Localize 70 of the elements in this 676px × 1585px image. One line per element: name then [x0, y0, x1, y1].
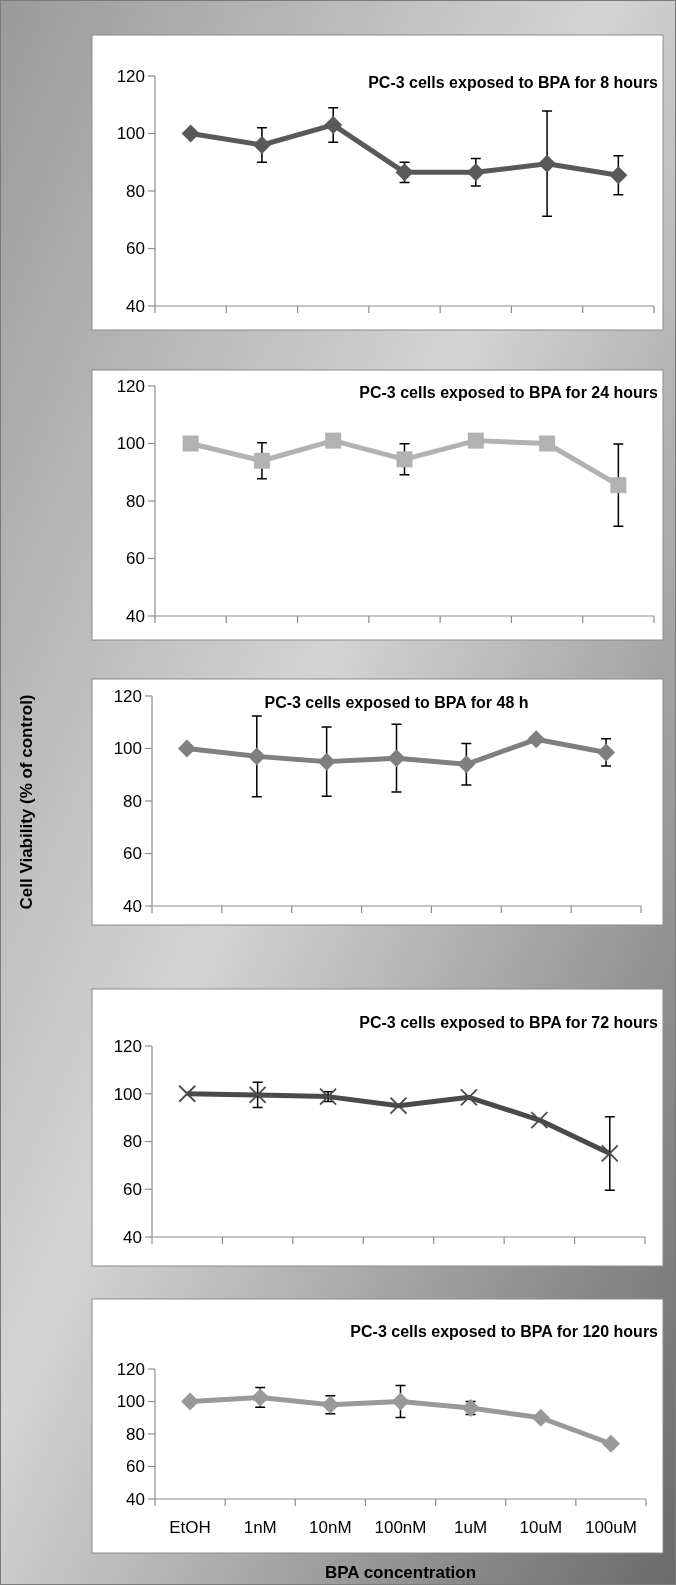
x-tick-label: 1nM: [243, 1518, 277, 1537]
point: [248, 1086, 267, 1104]
y-tick-label: 80: [126, 181, 145, 201]
x-tick-label: 10nM: [309, 1518, 352, 1537]
point: [530, 1111, 549, 1129]
chart-title: PC-3 cells exposed to BPA for 8 hours: [368, 74, 659, 91]
point: [252, 136, 271, 154]
x-tick-label: 10uM: [519, 1518, 563, 1537]
point: [178, 1084, 197, 1103]
y-tick-label: 120: [116, 1359, 145, 1379]
point: [396, 451, 413, 468]
y-tick-label: 80: [123, 1132, 142, 1152]
y-tick-label: 40: [126, 1489, 145, 1509]
point: [467, 432, 484, 449]
point: [391, 1392, 410, 1411]
point: [600, 1144, 619, 1163]
y-tick-label: 40: [126, 296, 145, 316]
y-tick-label: 60: [126, 549, 145, 569]
point: [527, 730, 546, 749]
point: [538, 154, 557, 173]
point: [601, 1434, 620, 1453]
y-tick-label: 40: [123, 1227, 142, 1247]
point: [317, 752, 336, 771]
point: [247, 747, 266, 766]
y-tick-label: 60: [126, 1457, 145, 1477]
x-axis-title: BPA concentration: [324, 1563, 477, 1582]
y-tick-label: 80: [123, 791, 142, 811]
y-tick-label: 120: [113, 686, 142, 706]
point: [531, 1408, 550, 1427]
x-tick-label: EtOH: [169, 1518, 211, 1537]
point: [253, 452, 270, 469]
point: [325, 432, 342, 449]
point: [182, 435, 199, 452]
point: [597, 743, 616, 762]
point: [181, 124, 200, 143]
point: [319, 1087, 337, 1106]
y-tick-label: 60: [123, 844, 142, 864]
y-tick-label: 100: [113, 739, 142, 759]
point: [177, 739, 196, 758]
point: [389, 1096, 408, 1115]
y-tick-label: 60: [126, 239, 145, 259]
chart-title: PC-3 cells exposed to BPA for 24 hours: [359, 384, 659, 401]
chart-title: PC-3 cells exposed to BPA for 48 h: [264, 694, 529, 711]
point: [609, 166, 628, 185]
y-tick-label: 120: [113, 1036, 142, 1056]
y-tick-label: 80: [126, 1424, 145, 1444]
chart-title: PC-3 cells exposed to BPA for 120 hours: [350, 1323, 659, 1340]
y-tick-label: 60: [123, 1180, 142, 1200]
chart-title: PC-3 cells exposed to BPA for 72 hours: [359, 1014, 659, 1031]
y-tick-label: 40: [126, 606, 145, 626]
y-tick-label: 120: [116, 376, 145, 396]
y-tick-label: 80: [126, 491, 145, 511]
y-tick-label: 120: [116, 66, 145, 86]
x-tick-label: 1uM: [454, 1518, 488, 1537]
y-tick-label: 100: [116, 1392, 145, 1412]
point: [610, 477, 627, 494]
point: [324, 115, 343, 134]
x-tick-label: 100uM: [584, 1518, 637, 1537]
y-tick-label: 100: [116, 124, 145, 144]
point: [460, 1088, 478, 1107]
x-tick-label: 100nM: [374, 1518, 427, 1537]
point: [251, 1388, 270, 1407]
y-tick-label: 100: [116, 434, 145, 454]
y-tick-label: 40: [123, 896, 142, 916]
y-tick-label: 100: [113, 1084, 142, 1104]
point: [539, 435, 556, 452]
point: [181, 1392, 200, 1411]
point: [457, 755, 476, 774]
point: [387, 749, 406, 768]
y-axis-title: Cell Viability (% of control): [17, 694, 36, 910]
